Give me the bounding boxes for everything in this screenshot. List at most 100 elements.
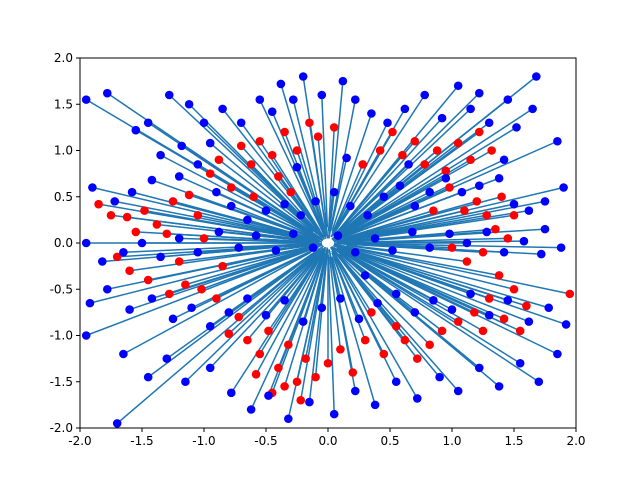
series-line — [267, 257, 323, 396]
data-point-blue — [350, 247, 360, 257]
data-point-red — [94, 199, 103, 209]
data-point-red — [466, 155, 475, 165]
data-point-blue — [373, 298, 382, 308]
data-point-red — [460, 206, 469, 215]
x-axis: -2.0 -1.5 -1.0 -0.5 0.0 0.5 1.0 1.5 2.0 — [68, 428, 586, 448]
data-point-blue — [102, 284, 112, 294]
data-point-red — [375, 146, 385, 155]
series-line — [287, 252, 327, 419]
data-point-red — [236, 141, 246, 151]
data-point-blue — [199, 118, 209, 128]
series-line — [346, 205, 416, 236]
series-line — [339, 117, 443, 231]
data-point-red — [249, 192, 258, 202]
data-point-blue — [410, 308, 420, 317]
data-point-blue — [218, 104, 227, 114]
data-point-red — [437, 326, 447, 336]
data-point-red — [474, 127, 484, 137]
data-point-red — [284, 340, 293, 350]
series-line — [331, 252, 360, 320]
data-point-blue — [164, 90, 174, 100]
data-point-blue — [317, 303, 327, 313]
data-point-blue — [329, 409, 339, 419]
series-line — [328, 81, 344, 233]
series-line — [346, 244, 393, 252]
y-tick-label: -1.5 — [50, 375, 73, 389]
data-point-blue — [367, 109, 376, 118]
data-point-red — [274, 172, 283, 181]
data-point-red — [425, 340, 434, 350]
data-point-blue — [370, 400, 380, 410]
data-point-blue — [420, 90, 430, 100]
data-point-blue — [267, 107, 277, 116]
data-point-blue — [81, 95, 91, 104]
data-point-red — [296, 395, 306, 405]
series-line — [335, 257, 418, 399]
data-point-blue — [236, 118, 246, 128]
data-point-red — [243, 335, 252, 345]
series-line — [338, 253, 431, 346]
series-line — [343, 108, 534, 234]
series-line — [330, 246, 459, 392]
data-point-blue — [556, 243, 566, 252]
data-point-red — [246, 160, 256, 169]
data-point-blue — [544, 303, 554, 313]
data-point-red — [388, 127, 397, 137]
data-point-red — [205, 169, 215, 178]
data-point-red — [280, 127, 289, 137]
data-point-blue — [474, 181, 484, 190]
data-point-blue — [243, 215, 252, 225]
data-point-blue — [509, 199, 519, 209]
data-point-blue — [147, 175, 157, 185]
data-point-blue — [437, 113, 447, 123]
data-point-blue — [162, 354, 172, 363]
series-line — [344, 177, 500, 238]
data-point-blue — [119, 349, 128, 359]
series-line — [330, 122, 389, 238]
series-line — [151, 179, 319, 241]
data-point-blue — [503, 95, 513, 104]
data-point-blue — [354, 314, 364, 324]
series-line — [345, 159, 505, 236]
data-point-red — [522, 301, 531, 311]
series-line — [333, 186, 564, 243]
data-point-blue — [224, 308, 234, 317]
data-point-blue — [534, 377, 544, 387]
series-line — [341, 200, 546, 242]
data-point-red — [212, 294, 221, 303]
data-point-blue — [474, 88, 484, 98]
data-point-blue — [484, 310, 494, 320]
y-tick-label: -1.0 — [50, 329, 73, 343]
data-point-blue — [412, 394, 422, 403]
data-point-blue — [261, 206, 271, 215]
data-point-red — [226, 183, 236, 192]
series-line — [265, 252, 320, 316]
series-line — [339, 247, 490, 316]
data-point-blue — [205, 363, 215, 373]
data-point-blue — [404, 160, 413, 169]
series-line — [123, 251, 312, 355]
data-point-blue — [88, 183, 97, 192]
data-point-blue — [284, 414, 293, 424]
data-point-red — [484, 294, 494, 303]
series-line — [333, 122, 490, 240]
data-point-blue — [494, 173, 504, 183]
data-point-blue — [524, 206, 534, 215]
series-line — [317, 136, 329, 239]
data-point-red — [410, 136, 420, 146]
data-point-blue — [457, 187, 467, 197]
data-point-red — [168, 197, 178, 206]
data-point-blue — [512, 123, 521, 132]
series-line — [185, 245, 316, 286]
data-point-red — [251, 370, 261, 379]
data-point-blue — [261, 310, 271, 320]
series-line — [335, 247, 540, 383]
data-point-blue — [156, 252, 165, 262]
data-point-blue — [271, 246, 281, 255]
series-line — [228, 250, 320, 335]
data-point-blue — [264, 391, 273, 400]
series-line — [265, 209, 314, 236]
series-line — [345, 250, 558, 355]
data-point-red — [487, 146, 496, 155]
data-point-red — [122, 212, 132, 222]
